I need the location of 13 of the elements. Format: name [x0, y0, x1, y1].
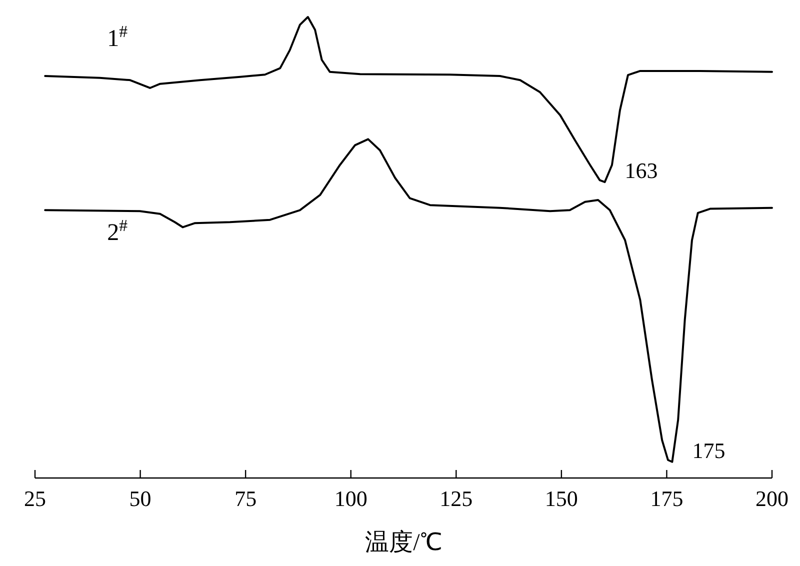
x-tick-label: 100	[334, 486, 368, 511]
x-tick-label: 200	[756, 486, 788, 511]
x-tick-label: 125	[440, 486, 473, 511]
series-label: 2$^{#}$	[107, 216, 128, 246]
x-tick-label: 150	[544, 486, 578, 511]
x-axis-title: 温度/℃	[365, 529, 442, 556]
x-tick-label: 75	[234, 486, 257, 511]
x-tick-label: 50	[129, 486, 152, 511]
x-tick-label: 175	[650, 486, 684, 511]
series-label: 1$^{#}$	[107, 22, 128, 52]
x-tick-label: 25	[24, 486, 46, 511]
annotation: 163	[624, 158, 658, 184]
annotation: 175	[692, 438, 726, 463]
